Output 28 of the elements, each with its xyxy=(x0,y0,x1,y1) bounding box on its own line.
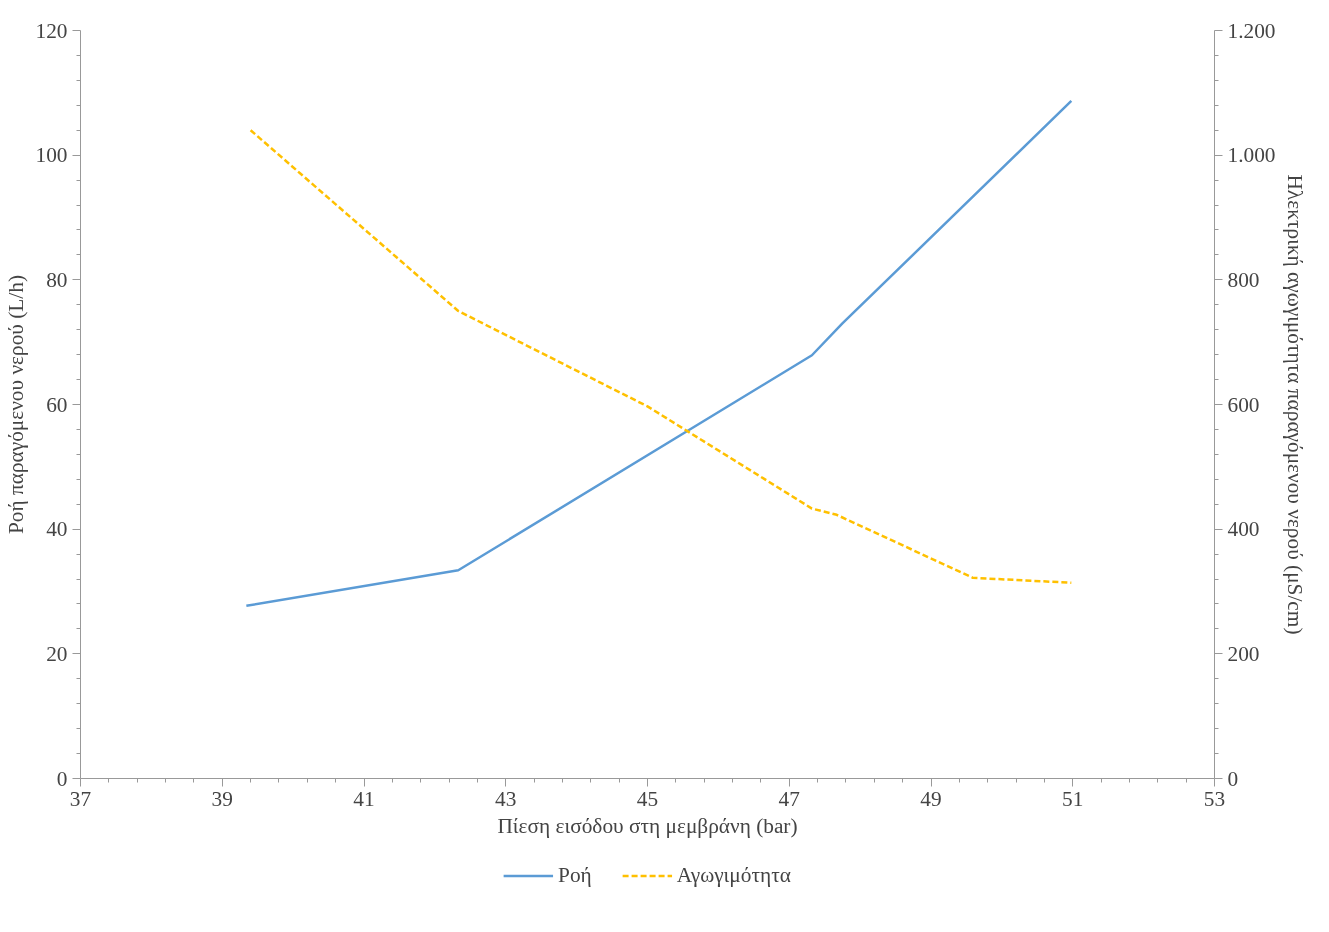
x-tick-label: 37 xyxy=(69,786,92,811)
legend-label: Ροή xyxy=(558,862,592,888)
y2-tick-label: 1.000 xyxy=(1227,143,1276,168)
y-tick-label: 60 xyxy=(46,392,68,417)
x-tick-label: 49 xyxy=(920,786,942,811)
x-tick-label: 39 xyxy=(211,786,233,811)
x-tick-label: 45 xyxy=(636,786,659,811)
legend-label: Αγωγιμότητα xyxy=(676,862,791,888)
y-tick-label: 120 xyxy=(35,18,68,43)
y-tick-label: 20 xyxy=(46,641,68,666)
x-tick-label: 47 xyxy=(778,786,801,811)
y2-tick-label: 800 xyxy=(1227,267,1260,292)
y-tick-label: 100 xyxy=(35,143,68,168)
y2-tick-label: 200 xyxy=(1227,641,1260,666)
y2-tick-label: 0 xyxy=(1227,766,1239,791)
y2-axis-title: Ηλεκτρική αγωγιμότητα παραγόμενου νερού (μS/cm) xyxy=(1283,174,1308,635)
y2-tick-label: 400 xyxy=(1227,517,1260,542)
y-tick-label: 80 xyxy=(46,267,68,292)
x-tick-label: 41 xyxy=(353,786,375,811)
y2-tick-label: 600 xyxy=(1227,392,1260,417)
y-tick-label: 40 xyxy=(46,517,68,542)
y2-tick-label: 1.200 xyxy=(1227,18,1276,43)
y-axis-title: Ροή παραγόμενου νερού (L/h) xyxy=(3,274,28,535)
x-tick-label: 43 xyxy=(495,786,517,811)
y-tick-label: 0 xyxy=(56,766,68,791)
x-axis-title: Πίεση εισόδου στη μεμβράνη (bar) xyxy=(497,813,798,838)
x-tick-label: 53 xyxy=(1203,786,1226,811)
x-tick-label: 51 xyxy=(1062,786,1084,811)
